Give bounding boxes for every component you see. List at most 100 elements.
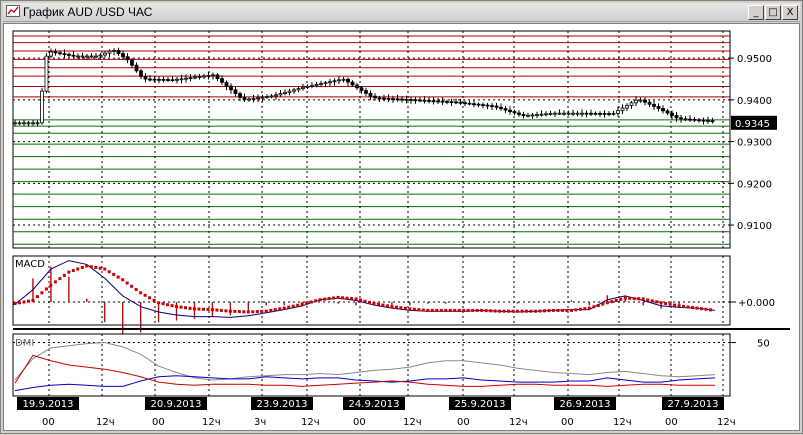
macd-signal-point: [341, 296, 345, 300]
candle-body: [413, 99, 418, 102]
macd-signal-point: [596, 303, 600, 307]
candle-body: [602, 113, 607, 115]
macd-signal-point: [327, 297, 331, 301]
candle-body: [679, 117, 683, 120]
candle-body: [638, 99, 643, 102]
candle-body: [692, 119, 697, 121]
candle-body: [206, 74, 211, 77]
maximize-button[interactable]: □: [765, 5, 781, 20]
current-price-label: 0.9345: [735, 119, 770, 130]
candle-body: [80, 55, 85, 58]
macd-signal-point: [278, 307, 282, 311]
macd-signal-point: [80, 266, 84, 269]
candle-body: [98, 54, 103, 57]
candle-body: [161, 79, 166, 81]
candle-body: [67, 54, 71, 56]
candle-body: [71, 54, 76, 57]
candle-body: [53, 51, 58, 54]
candle-body: [409, 99, 413, 101]
macd-panel-frame: [12, 255, 731, 326]
candle-body: [314, 84, 319, 86]
candle-body: [301, 86, 305, 89]
candle-body: [449, 101, 454, 104]
dmi-line-2: [14, 354, 715, 387]
macd-signal-point: [134, 288, 138, 292]
candle-body: [620, 107, 625, 112]
window-title: График AUD /USD ЧАС: [23, 5, 153, 19]
macd-signal-point: [556, 308, 560, 312]
candle-body: [530, 114, 535, 117]
macd-zero-label: +0.000: [738, 298, 775, 309]
hour-label: 00: [561, 417, 574, 428]
hour-label: 12ч: [403, 417, 422, 428]
macd-signal-point: [184, 306, 188, 310]
candle-body: [89, 55, 94, 58]
chart-area[interactable]: 0.9500 0.9400 0.9300 0.9200 0.9100 0.9345 MACD…: [3, 23, 800, 431]
macd-signal-point: [237, 310, 241, 314]
macd-signal-point: [318, 298, 322, 302]
macd-signal-point: [219, 308, 223, 312]
candle-body: [247, 98, 251, 101]
macd-signal-point: [309, 300, 313, 304]
candle-body: [211, 74, 215, 77]
macd-signal-point: [529, 309, 533, 313]
price-tick-label: 0.9200: [737, 179, 772, 190]
macd-signal-point: [560, 308, 564, 312]
title-bar[interactable]: График AUD /USD ЧАС _ □ X: [3, 3, 800, 22]
candle-body: [251, 97, 256, 100]
candle-body: [274, 94, 278, 97]
candle-body: [701, 119, 706, 122]
macd-signal-point: [439, 308, 443, 312]
macd-signal-point: [565, 308, 569, 312]
candle-body: [319, 83, 323, 85]
macd-signal-point: [94, 266, 98, 269]
dmi-line-0: [14, 342, 716, 381]
macd-signal-point: [148, 296, 152, 300]
candle-body: [710, 120, 715, 123]
candle-body: [683, 118, 688, 121]
macd-signal-point: [493, 309, 497, 313]
date-label-bg: [145, 397, 207, 410]
candle-body: [260, 96, 265, 99]
macd-signal-point: [282, 306, 286, 310]
candle-body: [130, 59, 134, 66]
macd-signal-point: [300, 302, 304, 306]
candle-body: [17, 122, 22, 125]
macd-signal-point: [471, 308, 475, 312]
close-button[interactable]: X: [782, 5, 798, 20]
macd-signal-point: [475, 308, 479, 312]
macd-signal-point: [444, 308, 448, 312]
candle-body: [575, 112, 580, 115]
macd-signal-point: [157, 301, 161, 305]
hour-label: 12ч: [301, 417, 320, 428]
candle-body: [193, 76, 197, 79]
macd-signal-point: [332, 296, 336, 300]
candle-body: [13, 122, 17, 125]
macd-signal-point: [421, 308, 425, 312]
candle-body: [458, 101, 463, 104]
macd-signal-point: [394, 305, 398, 309]
dmi-panel-frame: [12, 333, 731, 397]
macd-signal-point: [76, 267, 80, 271]
macd-signal-point: [40, 291, 44, 295]
candle-body: [503, 108, 508, 111]
candle-body: [157, 78, 161, 81]
macd-signal-point: [13, 302, 17, 306]
chart-canvas[interactable]: 0.9500 0.9400 0.9300 0.9200 0.9100 0.9345 MACD…: [4, 24, 799, 430]
candle-body: [148, 78, 152, 81]
macd-signal-point: [112, 272, 116, 276]
macd-signal-point: [466, 308, 470, 312]
candle-body: [467, 102, 472, 105]
candle-body: [431, 100, 436, 103]
macd-signal-point: [125, 281, 129, 285]
candle-body: [634, 99, 638, 104]
macd-signal-point: [116, 275, 120, 279]
macd-signal-point: [269, 308, 273, 312]
hour-label: 12ч: [96, 417, 115, 428]
macd-signal-point: [255, 310, 259, 314]
candle-body: [562, 112, 566, 115]
candle-body: [418, 99, 422, 102]
macd-signal-point: [498, 309, 502, 313]
minimize-button[interactable]: _: [748, 5, 764, 20]
macd-signal-point: [350, 297, 354, 301]
